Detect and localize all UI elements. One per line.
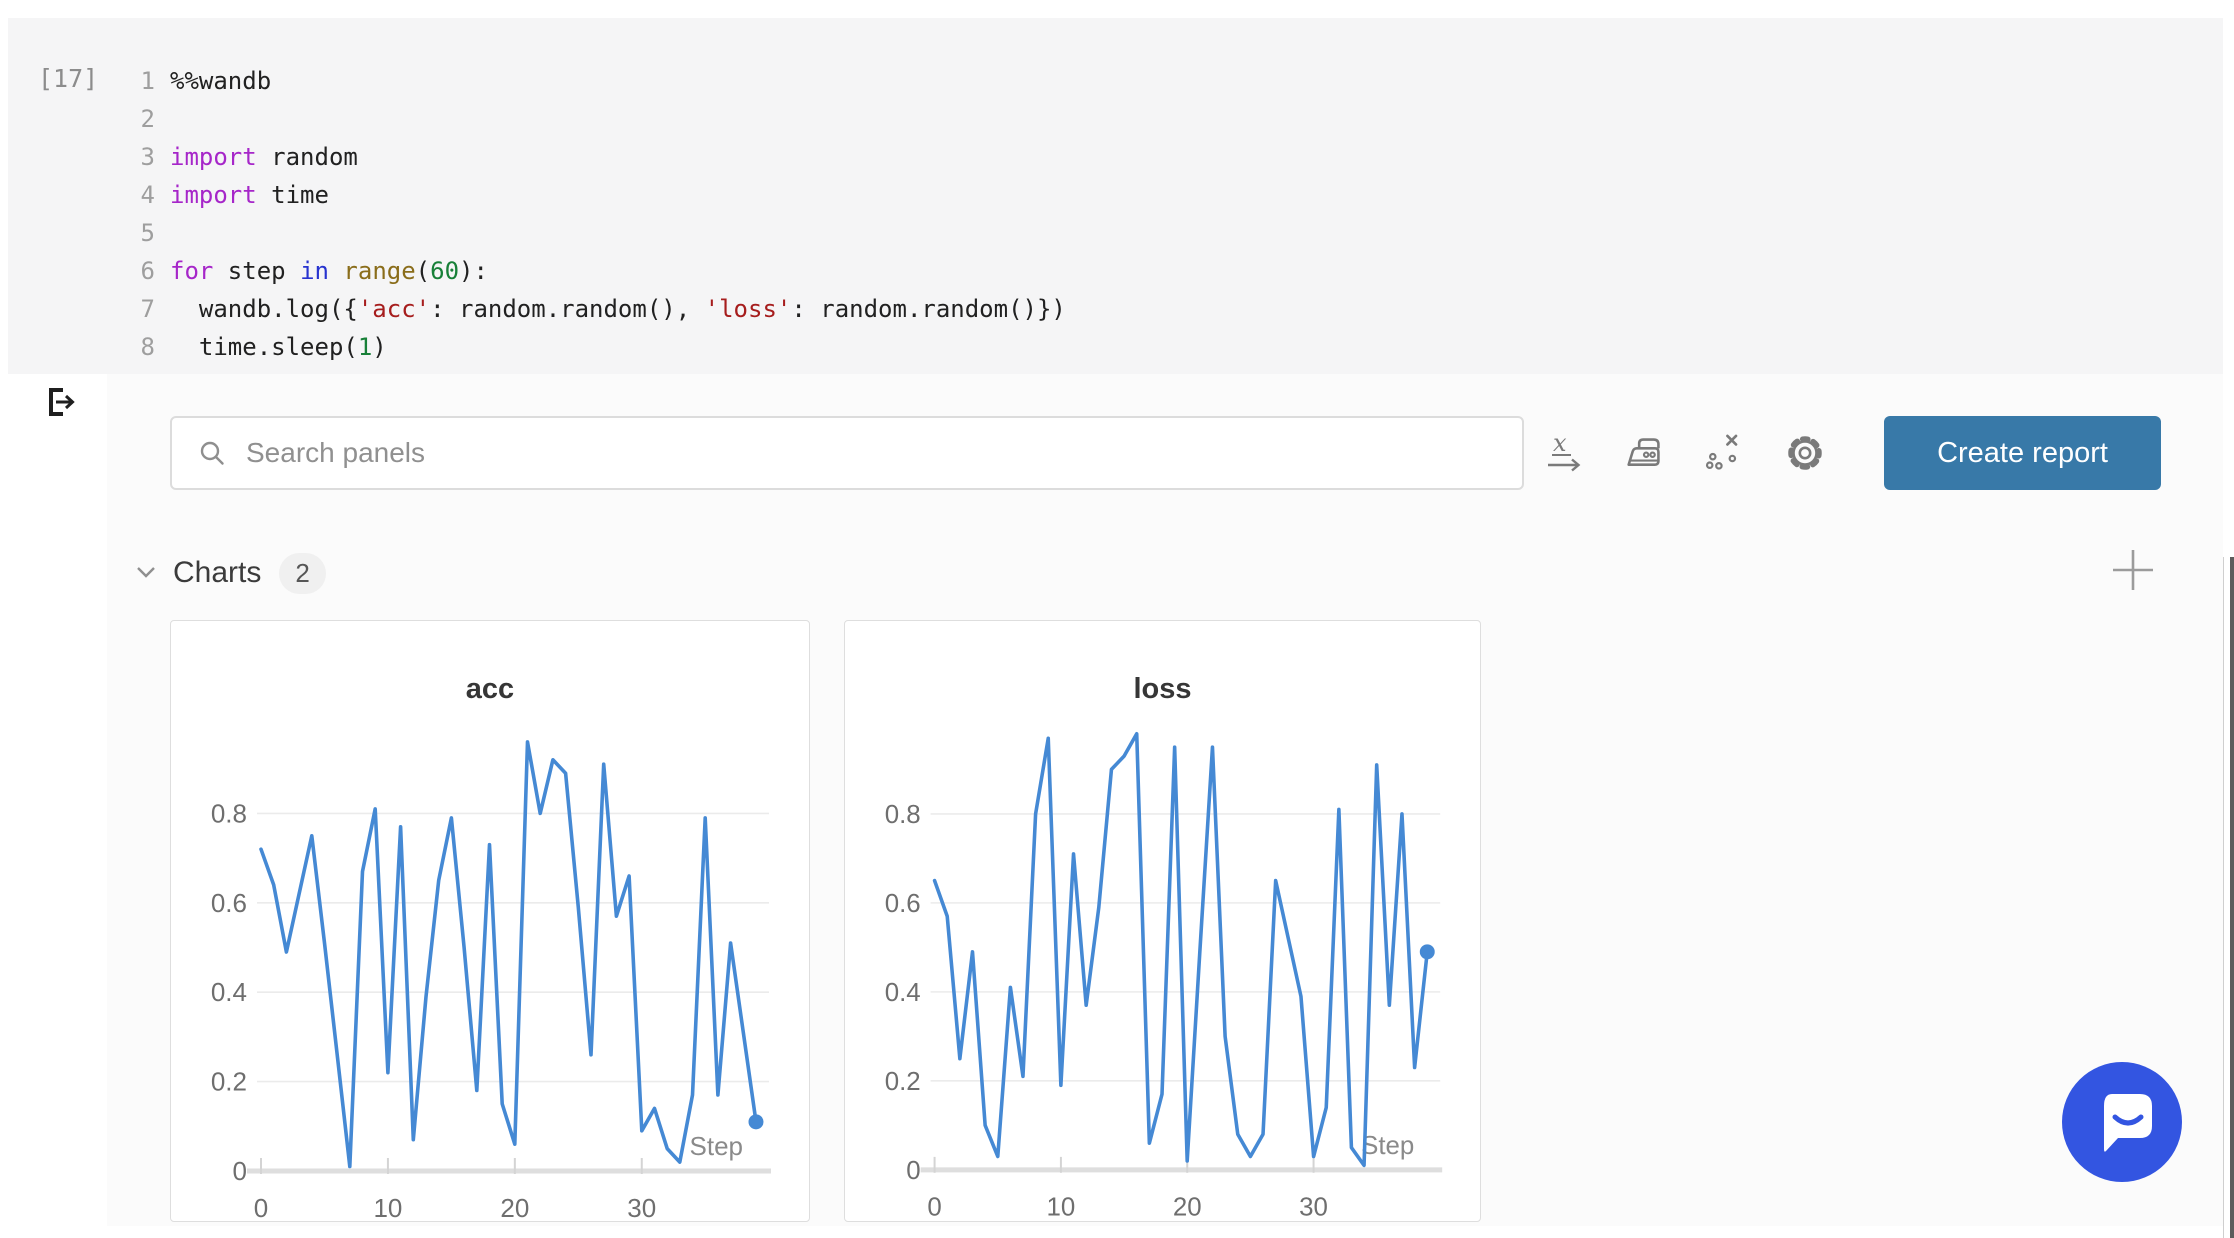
loss-chart-plot: 0 0.2 0.4 0.6 0.8 0 10 20 30 Step xyxy=(885,731,1443,1222)
charts-grid: acc 0 0.2 0.4 0.6 0.8 0 10 20 30 Step loss 0 0.2 0.… xyxy=(170,620,1481,1223)
code-line: 1 %%wandb xyxy=(45,62,1066,100)
charts-count-badge: 2 xyxy=(279,552,326,594)
open-in-new-icon xyxy=(49,388,75,416)
open-in-new-icon[interactable] xyxy=(43,384,79,420)
scrollbar-thumb[interactable] xyxy=(2230,557,2234,1238)
smoothing-iron-icon[interactable] xyxy=(1619,427,1671,479)
code-line: 2 xyxy=(45,100,1066,138)
code-token: : random.random(), xyxy=(430,295,705,323)
svg-text:10: 10 xyxy=(373,1193,402,1223)
acc-chart-plot: 0 0.2 0.4 0.6 0.8 0 10 20 30 Step xyxy=(211,740,771,1223)
chart-title: acc xyxy=(465,673,515,705)
line-number: 7 xyxy=(140,295,155,323)
svg-text:30: 30 xyxy=(1299,1194,1328,1222)
line-number: 3 xyxy=(140,143,155,171)
line-number: 5 xyxy=(140,219,155,247)
svg-text:0: 0 xyxy=(233,1156,247,1186)
code-editor[interactable]: 1 %%wandb 2 3 import random 4 import time 5 6 for… xyxy=(45,62,1066,366)
code-token: wandb.log({ xyxy=(170,295,358,323)
code-token: %%wandb xyxy=(170,67,272,95)
svg-text:20: 20 xyxy=(1173,1194,1202,1222)
line-number: 6 xyxy=(140,257,155,285)
code-token: time.sleep( xyxy=(170,333,358,361)
chart-title: loss xyxy=(1133,673,1192,705)
line-number: 2 xyxy=(140,105,155,133)
x-axis-icon: x xyxy=(1548,432,1581,472)
settings-gear-icon xyxy=(1788,436,1822,470)
execution-count: [17] xyxy=(38,64,99,93)
search-icon xyxy=(200,441,224,465)
code-token xyxy=(329,257,343,285)
code-cell[interactable]: [17] 1 %%wandb 2 3 import random 4 import time… xyxy=(8,18,2223,374)
svg-text:Step: Step xyxy=(690,1131,744,1161)
svg-text:0.2: 0.2 xyxy=(885,1068,921,1096)
code-token: for xyxy=(170,257,214,285)
wandb-panel: x xyxy=(107,374,2223,1226)
svg-text:0: 0 xyxy=(906,1157,920,1185)
code-token: step xyxy=(213,257,301,285)
svg-text:30: 30 xyxy=(627,1193,656,1223)
search-panels-box[interactable] xyxy=(170,416,1524,490)
code-token: : random.random()}) xyxy=(791,295,1066,323)
svg-text:0.2: 0.2 xyxy=(211,1067,247,1097)
code-line: 4 import time xyxy=(45,176,1066,214)
code-line: 8 time.sleep(1) xyxy=(45,328,1066,366)
code-token: random xyxy=(256,143,358,171)
code-line: 3 import random xyxy=(45,138,1066,176)
code-token: 1 xyxy=(357,333,373,361)
acc-chart-card[interactable]: acc 0 0.2 0.4 0.6 0.8 0 10 20 30 Step xyxy=(170,620,810,1223)
panel-settings-icons: x xyxy=(1539,424,1831,482)
svg-text:0: 0 xyxy=(927,1194,941,1222)
svg-text:0.8: 0.8 xyxy=(885,801,921,829)
line-number: 1 xyxy=(140,67,155,95)
code-token: in xyxy=(300,257,329,285)
svg-text:0.6: 0.6 xyxy=(885,890,921,918)
add-panel-button[interactable] xyxy=(2109,546,2157,594)
create-report-button[interactable]: Create report xyxy=(1884,416,2161,490)
code-token: 'acc' xyxy=(357,295,431,323)
code-token: range xyxy=(343,257,416,285)
code-token: 'loss' xyxy=(704,295,792,323)
svg-text:Step: Step xyxy=(1361,1132,1414,1160)
svg-text:0: 0 xyxy=(254,1193,268,1223)
x-axis-icon[interactable]: x xyxy=(1539,427,1591,479)
plus-icon xyxy=(2113,550,2153,590)
charts-section-header: Charts 2 xyxy=(129,550,326,596)
scrollbar-track[interactable] xyxy=(2223,557,2234,1238)
outliers-icon xyxy=(1705,434,1738,470)
code-token: import xyxy=(170,181,257,209)
svg-text:0.4: 0.4 xyxy=(211,977,247,1007)
code-token: time xyxy=(256,181,329,209)
code-token: ) xyxy=(372,333,387,361)
line-number: 8 xyxy=(140,333,155,361)
line-number: 4 xyxy=(140,181,155,209)
code-token: 60 xyxy=(430,257,460,285)
code-token: import xyxy=(170,143,257,171)
code-line: 6 for step in range(60): xyxy=(45,252,1066,290)
charts-section-title: Charts xyxy=(173,556,262,589)
outliers-icon[interactable] xyxy=(1699,427,1751,479)
code-token: ): xyxy=(459,257,488,285)
code-token: ( xyxy=(415,257,431,285)
chevron-down-icon[interactable] xyxy=(129,556,163,590)
search-input[interactable] xyxy=(244,436,1502,470)
settings-gear-icon[interactable] xyxy=(1779,427,1831,479)
intercom-chat-button[interactable] xyxy=(2062,1062,2182,1182)
code-line: 5 xyxy=(45,214,1066,252)
chat-bubble-icon xyxy=(2104,1094,2152,1152)
svg-text:0.4: 0.4 xyxy=(885,979,921,1007)
loss-chart-card[interactable]: loss 0 0.2 0.4 0.6 0.8 0 10 20 30 Step xyxy=(844,620,1481,1222)
svg-text:0.8: 0.8 xyxy=(211,798,247,828)
svg-text:x: x xyxy=(1553,432,1567,457)
chevron-down-icon xyxy=(137,566,155,578)
code-line: 7 wandb.log({'acc': random.random(), 'lo… xyxy=(45,290,1066,328)
svg-text:0.6: 0.6 xyxy=(211,888,247,918)
svg-text:10: 10 xyxy=(1047,1194,1076,1222)
svg-text:20: 20 xyxy=(500,1193,529,1223)
smoothing-iron-icon xyxy=(1627,438,1660,466)
